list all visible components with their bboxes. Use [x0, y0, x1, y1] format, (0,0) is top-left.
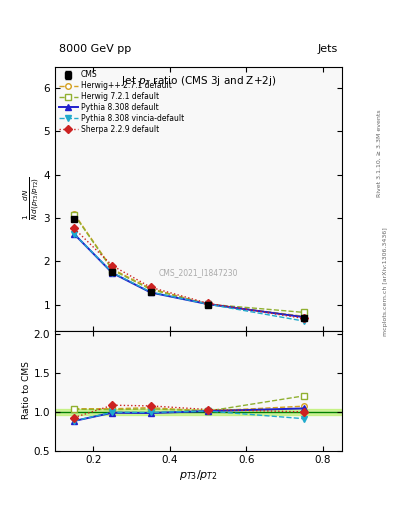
Herwig++ 2.7.1 default	[148, 286, 153, 292]
Sherpa 2.2.9 default	[148, 284, 153, 290]
Line: Herwig++ 2.7.1 default: Herwig++ 2.7.1 default	[72, 211, 307, 319]
Bar	[55, 409, 342, 415]
Line: Sherpa 2.2.9 default: Sherpa 2.2.9 default	[72, 226, 307, 321]
Herwig 7.2.1 default	[72, 211, 77, 218]
Herwig 7.2.1 default	[206, 301, 210, 307]
Sherpa 2.2.9 default	[72, 225, 77, 231]
Line: Herwig 7.2.1 default: Herwig 7.2.1 default	[72, 212, 307, 315]
Pythia 8.308 default	[301, 314, 306, 320]
Y-axis label: $\frac{1}{N}\frac{dN}{d(p_{T3}/p_{T2})}$: $\frac{1}{N}\frac{dN}{d(p_{T3}/p_{T2})}$	[22, 177, 42, 221]
Text: Jets: Jets	[318, 44, 338, 54]
Herwig++ 2.7.1 default	[206, 301, 210, 307]
Herwig++ 2.7.1 default	[110, 266, 115, 272]
Pythia 8.308 vincia-default	[206, 301, 210, 307]
Pythia 8.308 default	[72, 231, 77, 237]
Pythia 8.308 default	[206, 301, 210, 307]
Herwig++ 2.7.1 default	[301, 313, 306, 319]
Y-axis label: Ratio to CMS: Ratio to CMS	[22, 361, 31, 419]
Herwig 7.2.1 default	[301, 309, 306, 315]
Herwig 7.2.1 default	[110, 267, 115, 273]
Text: 8000 GeV pp: 8000 GeV pp	[59, 44, 131, 54]
Pythia 8.308 vincia-default	[148, 289, 153, 295]
Sherpa 2.2.9 default	[206, 300, 210, 306]
Text: Rivet 3.1.10, ≥ 3.3M events: Rivet 3.1.10, ≥ 3.3M events	[377, 110, 382, 198]
Pythia 8.308 default	[110, 270, 115, 276]
Pythia 8.308 vincia-default	[301, 318, 306, 324]
Pythia 8.308 vincia-default	[110, 269, 115, 275]
Text: Jet $p_T$ ratio (CMS 3j and Z+2j): Jet $p_T$ ratio (CMS 3j and Z+2j)	[121, 74, 276, 89]
X-axis label: $p_{T3}/p_{T2}$: $p_{T3}/p_{T2}$	[179, 468, 218, 482]
Herwig++ 2.7.1 default	[72, 210, 77, 217]
Pythia 8.308 default	[148, 289, 153, 295]
Line: Pythia 8.308 default: Pythia 8.308 default	[71, 230, 307, 321]
Sherpa 2.2.9 default	[110, 263, 115, 269]
Legend: CMS, Herwig++ 2.7.1 default, Herwig 7.2.1 default, Pythia 8.308 default, Pythia : CMS, Herwig++ 2.7.1 default, Herwig 7.2.…	[57, 69, 186, 136]
Herwig 7.2.1 default	[148, 286, 153, 292]
Sherpa 2.2.9 default	[301, 315, 306, 322]
Pythia 8.308 vincia-default	[72, 231, 77, 237]
Text: CMS_2021_I1847230: CMS_2021_I1847230	[159, 268, 238, 277]
Text: mcplots.cern.ch [arXiv:1306.3436]: mcplots.cern.ch [arXiv:1306.3436]	[383, 227, 387, 336]
Line: Pythia 8.308 vincia-default: Pythia 8.308 vincia-default	[71, 230, 307, 325]
